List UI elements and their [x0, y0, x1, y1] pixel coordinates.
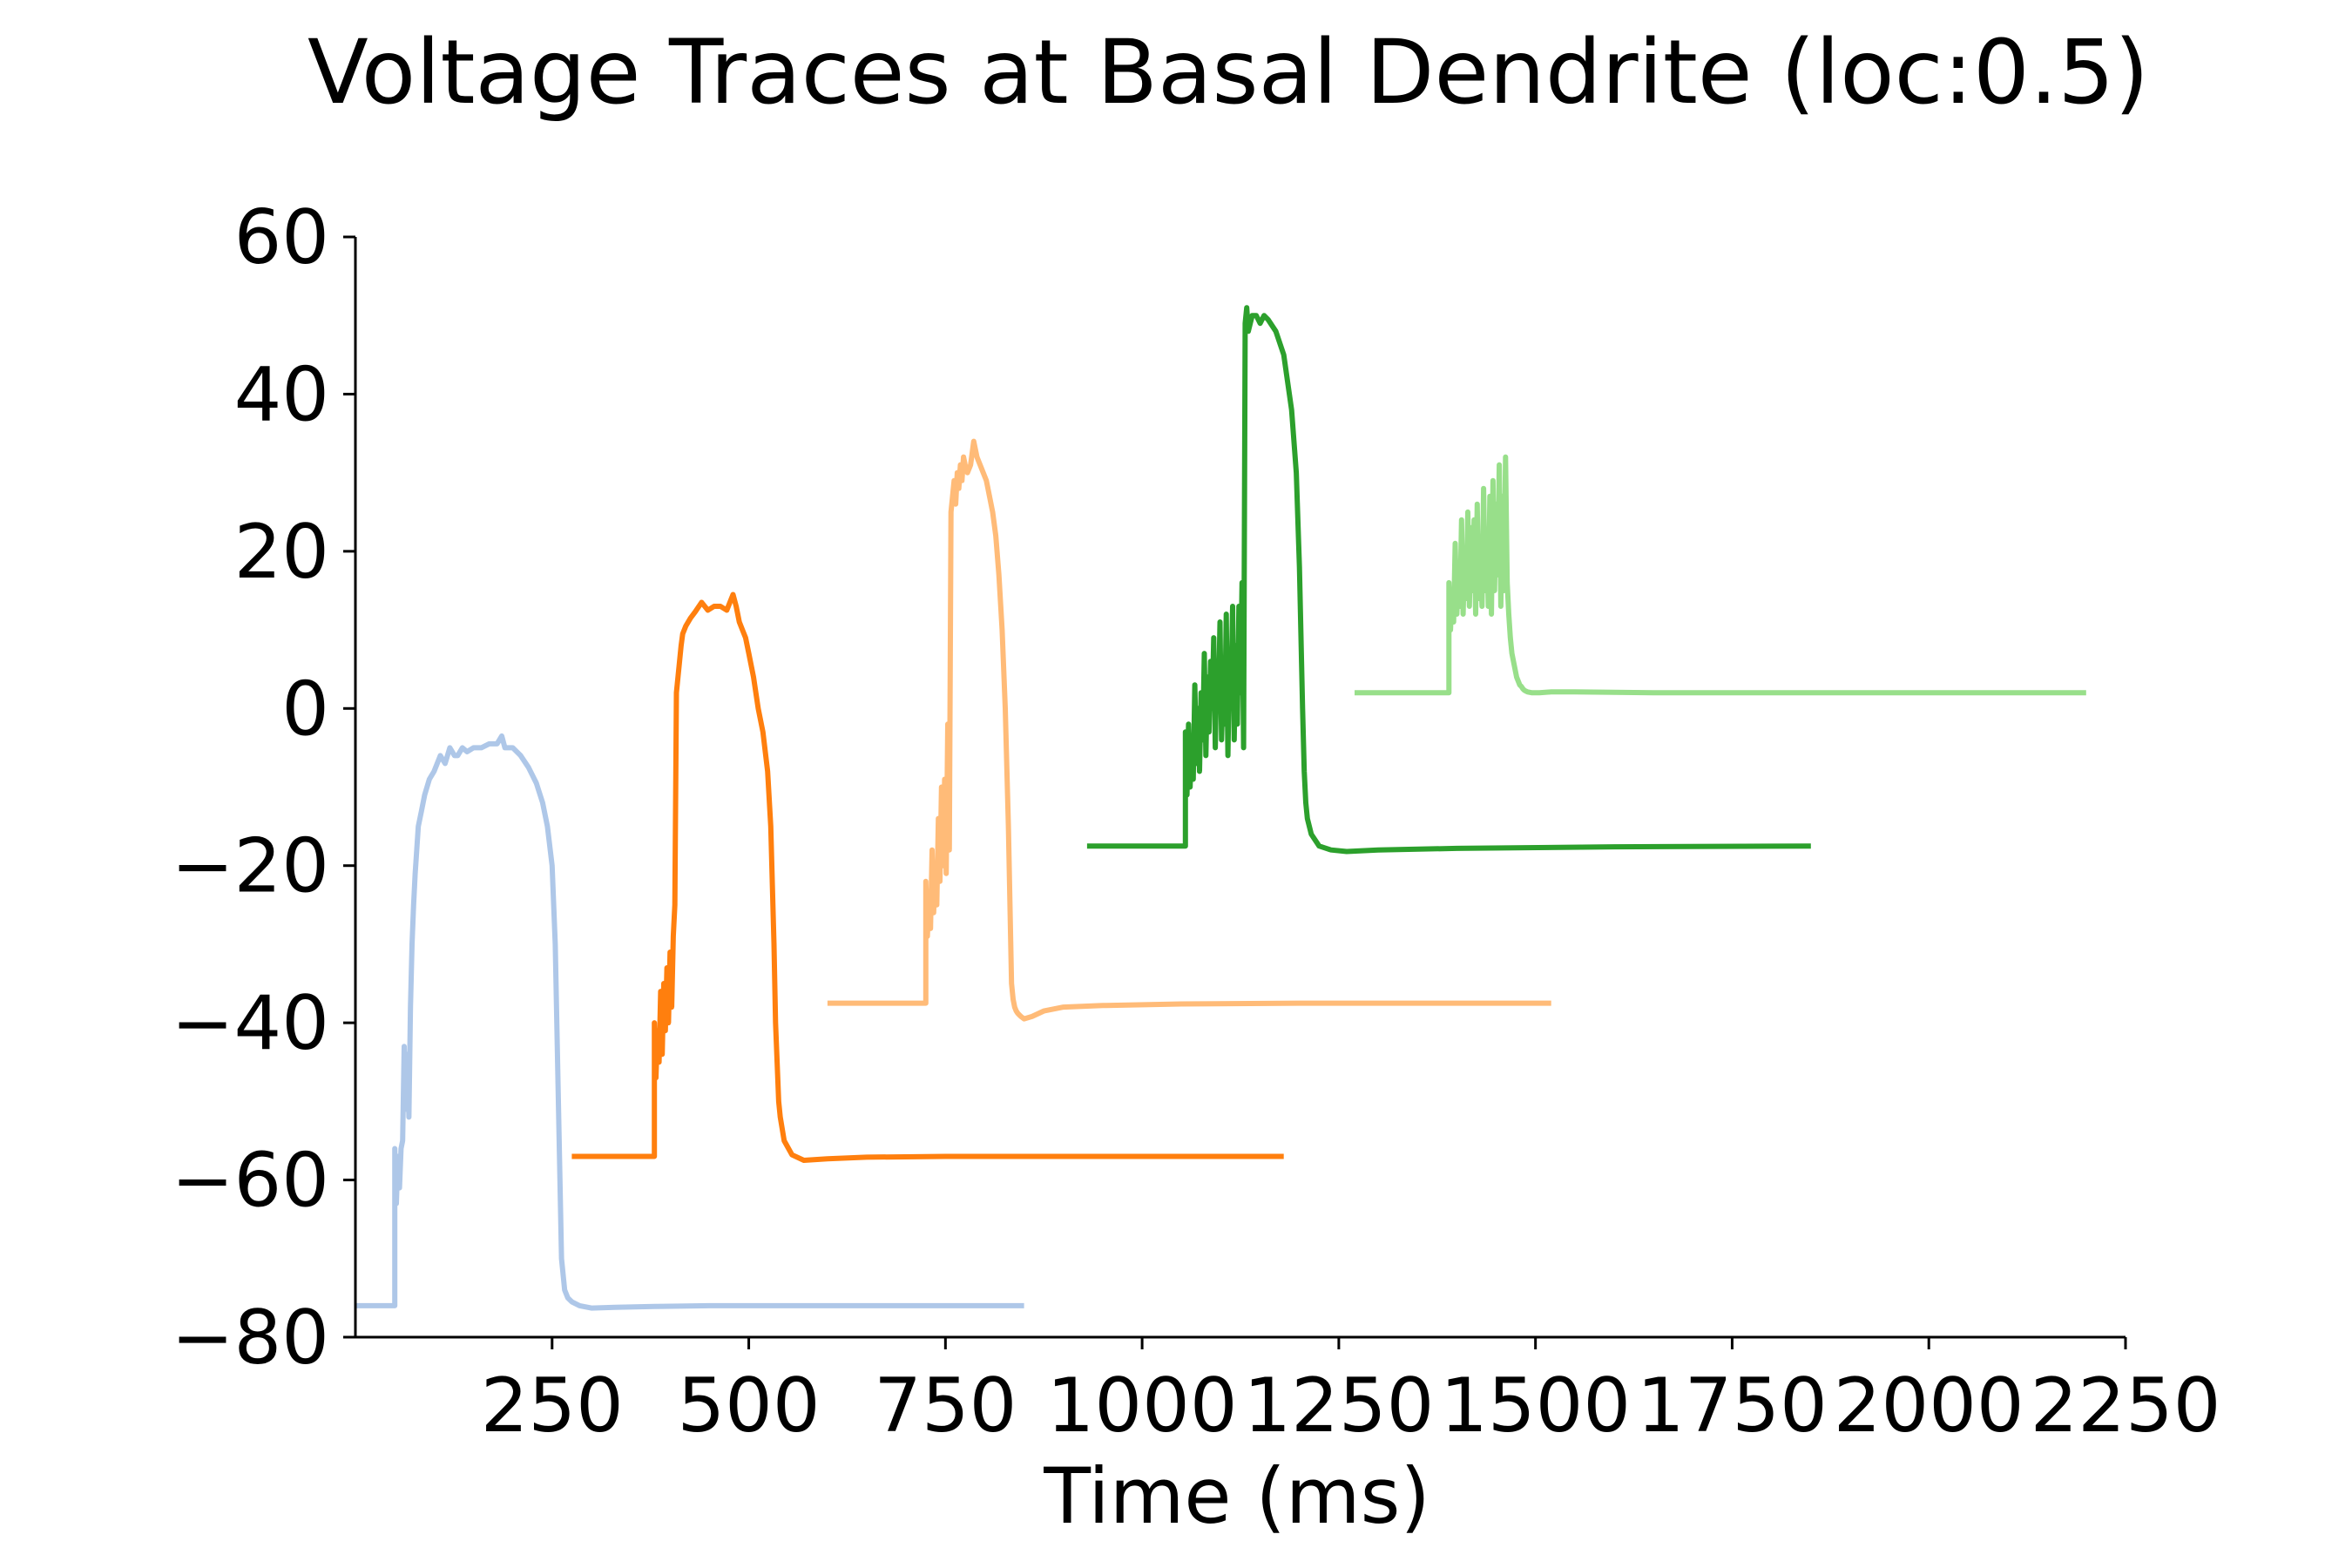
y-tick-label: 60: [234, 194, 329, 281]
traces: [355, 305, 2086, 1311]
x-tick-label: 1750: [1637, 1362, 1828, 1450]
y-ticks: −80 −60 −40 −20 0 20 40 60: [172, 194, 355, 1382]
x-tick-label: 1500: [1440, 1362, 1631, 1450]
y-tick-label: −40: [172, 980, 330, 1067]
trace-line-2: [571, 591, 1284, 1163]
x-tick-label: 500: [677, 1362, 820, 1450]
x-tick-label: 1250: [1243, 1362, 1434, 1450]
axes: −80 −60 −40 −20 0 20 40 60 250 500 750 1000 1250 150…: [172, 194, 2221, 1450]
y-tick-label: 20: [234, 509, 329, 596]
chart-title: Voltage Traces at Basal Dendrite (loc:0.…: [308, 21, 2149, 125]
trace-line-5: [1355, 454, 2086, 696]
x-tick-label: 1000: [1047, 1362, 1238, 1450]
y-tick-label: −60: [172, 1138, 330, 1225]
x-tick-label: 750: [874, 1362, 1017, 1450]
y-tick-label: −20: [172, 823, 330, 910]
x-tick-label: 2250: [2031, 1362, 2221, 1450]
y-tick-label: 40: [234, 351, 329, 438]
trace-line-1: [355, 733, 1024, 1311]
x-tick-label: 2000: [1834, 1362, 2024, 1450]
trace-line-3: [827, 438, 1551, 1022]
x-axis-label: Time (ms): [1043, 1451, 1430, 1541]
x-tick-label: 250: [481, 1362, 624, 1450]
trace-line-4: [1086, 305, 1811, 855]
y-tick-label: 0: [281, 666, 329, 753]
y-tick-label: −80: [172, 1294, 330, 1382]
x-ticks: 250 500 750 1000 1250 1500 1750 2000 2250: [481, 1337, 2221, 1450]
